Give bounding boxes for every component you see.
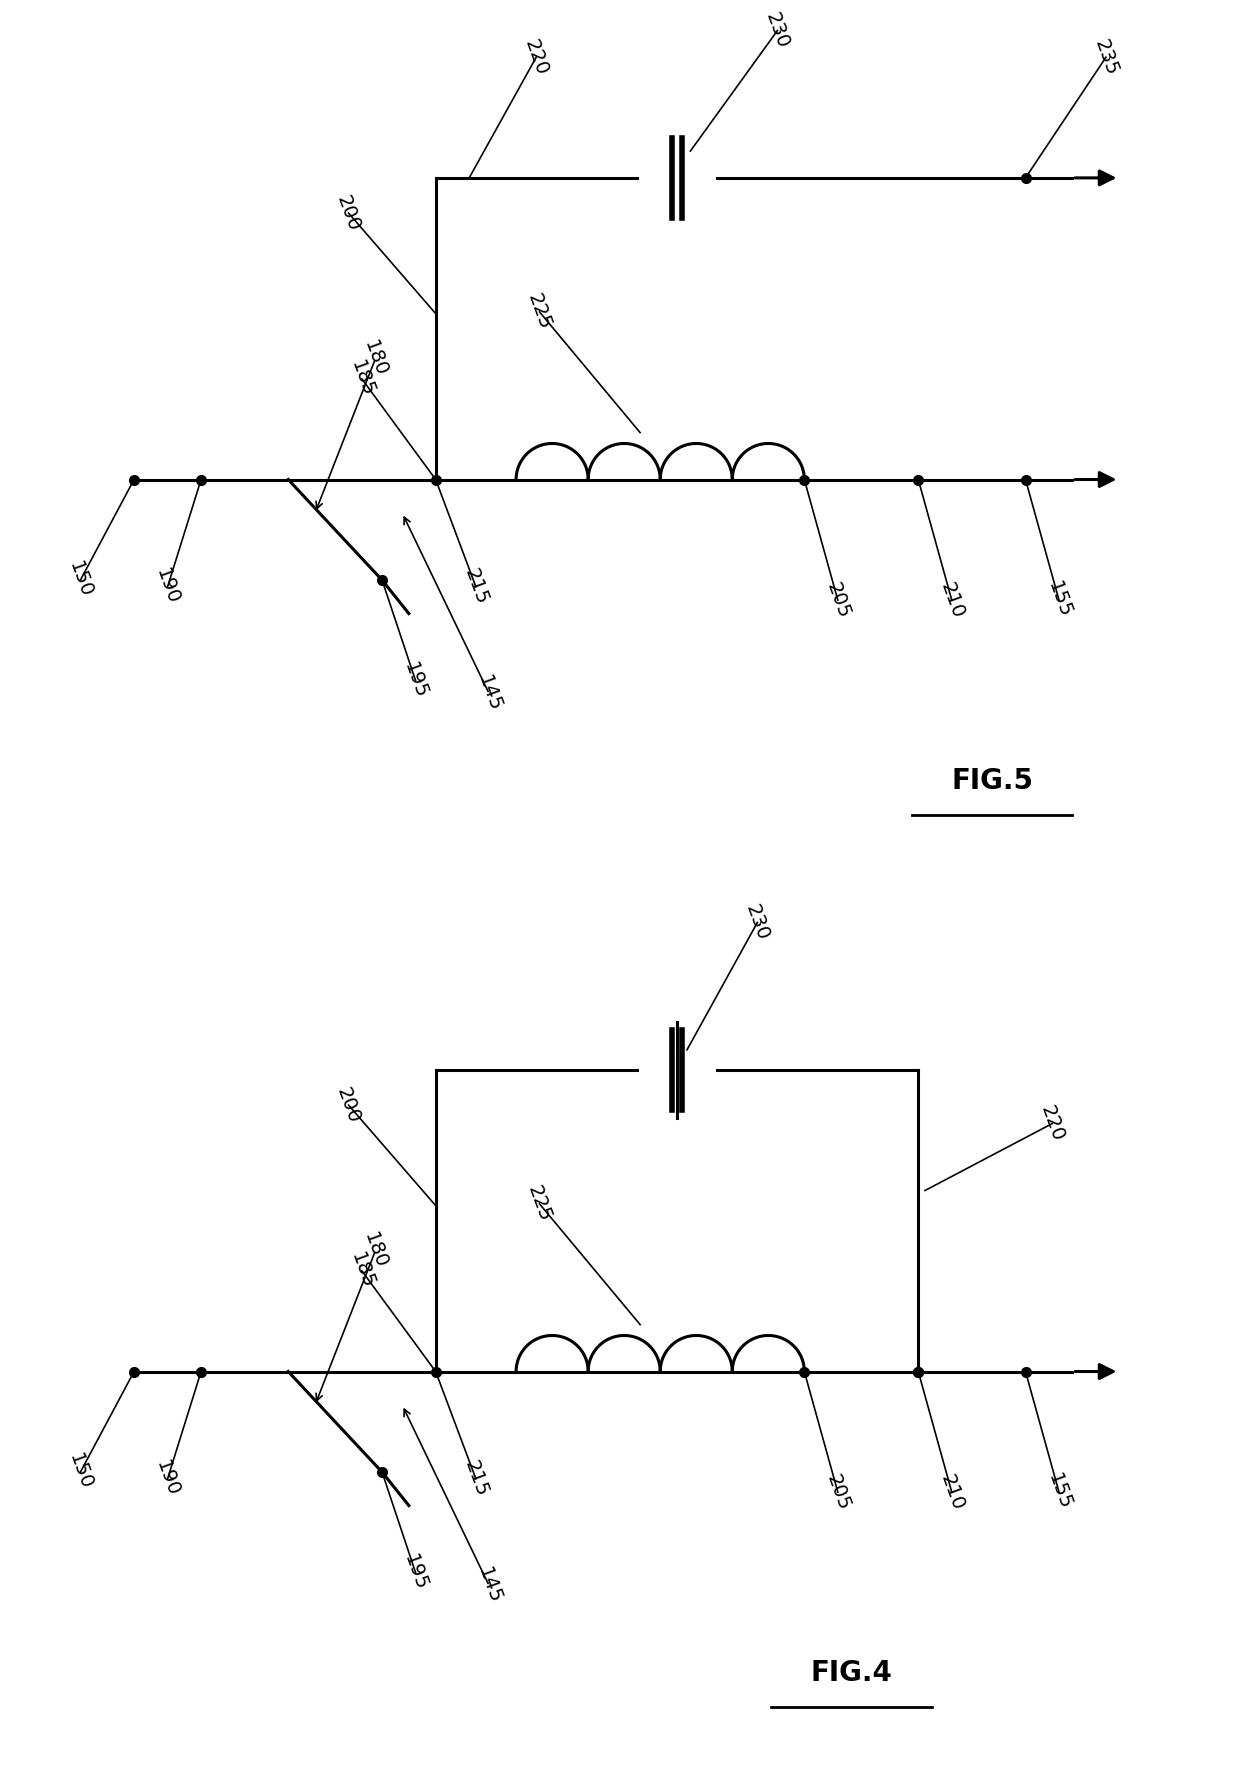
Text: 150: 150 [66, 560, 95, 601]
Text: 195: 195 [401, 660, 430, 701]
Text: 155: 155 [1044, 580, 1074, 621]
Text: 230: 230 [763, 9, 792, 52]
Text: 195: 195 [401, 1552, 430, 1593]
Text: 220: 220 [521, 37, 552, 78]
Text: 150: 150 [66, 1452, 95, 1493]
Text: FIG.4: FIG.4 [810, 1659, 893, 1688]
Text: 180: 180 [360, 339, 391, 380]
Text: 145: 145 [474, 673, 505, 715]
Text: 215: 215 [460, 1458, 491, 1500]
Text: 185: 185 [347, 359, 377, 400]
Text: 235: 235 [1091, 36, 1121, 78]
Text: 200: 200 [334, 1085, 363, 1126]
Text: 220: 220 [1037, 1103, 1068, 1144]
Text: 225: 225 [525, 291, 554, 332]
Text: 200: 200 [334, 193, 363, 234]
Text: 190: 190 [153, 566, 182, 607]
Text: 155: 155 [1044, 1472, 1074, 1513]
Text: 145: 145 [474, 1565, 505, 1607]
Text: 225: 225 [525, 1183, 554, 1224]
Text: 205: 205 [822, 580, 853, 621]
Text: 230: 230 [743, 901, 773, 944]
Text: 215: 215 [460, 566, 491, 608]
Text: 185: 185 [347, 1251, 377, 1292]
Text: 180: 180 [360, 1231, 391, 1272]
Text: 190: 190 [153, 1458, 182, 1499]
Text: 210: 210 [936, 580, 967, 621]
Text: 205: 205 [822, 1472, 853, 1513]
Text: FIG.5: FIG.5 [951, 767, 1033, 796]
Text: 210: 210 [936, 1472, 967, 1513]
